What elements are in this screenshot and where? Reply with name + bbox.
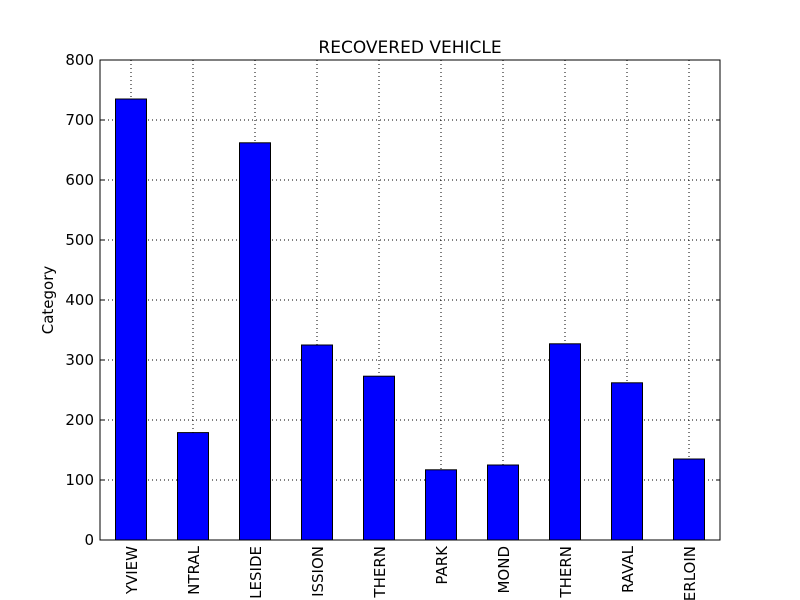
y-tick-label: 500: [65, 231, 94, 249]
chart-title: RECOVERED VEHICLE: [318, 38, 501, 58]
x-tick-label: THERN: [371, 546, 389, 599]
x-tick-label: ISSION: [309, 546, 327, 597]
bar: [301, 344, 333, 541]
bar: [425, 469, 457, 541]
bar: [487, 464, 519, 541]
y-tick-label: 800: [65, 51, 94, 69]
x-tick-label: RAVAL: [619, 545, 637, 593]
y-tick-label: 600: [65, 171, 94, 189]
bar: [177, 432, 209, 541]
bar: [549, 343, 581, 541]
bar: [239, 142, 271, 541]
bar: [673, 458, 705, 541]
x-tick-label: ERLOIN: [681, 546, 699, 600]
x-tick-label: LESIDE: [247, 546, 265, 599]
plot-frame: [99, 59, 721, 541]
y-tick-label: 100: [65, 471, 94, 489]
y-axis-label: Category: [39, 266, 57, 335]
bar: [115, 98, 147, 541]
y-tick-label: 0: [84, 531, 94, 549]
x-tick-label: NTRAL: [185, 545, 203, 594]
x-tick-label: YVIEW: [123, 546, 141, 595]
bar: [363, 375, 395, 541]
y-tick-label: 300: [65, 351, 94, 369]
y-tick-label: 200: [65, 411, 94, 429]
x-tick-label: PARK: [433, 545, 451, 585]
y-tick-label: 400: [65, 291, 94, 309]
bar: [611, 382, 643, 541]
x-tick-label: MOND: [495, 546, 513, 594]
x-tick-label: THERN: [557, 546, 575, 599]
y-tick-label: 700: [65, 111, 94, 129]
